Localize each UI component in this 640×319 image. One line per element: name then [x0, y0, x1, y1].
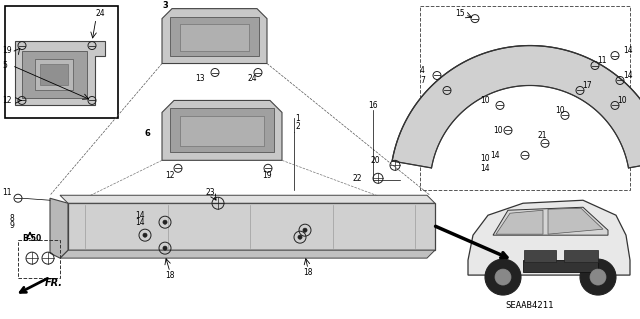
Text: 11: 11 [597, 56, 607, 65]
Text: 8: 8 [10, 214, 15, 223]
Text: 14: 14 [135, 211, 145, 220]
Text: 14: 14 [623, 46, 632, 55]
Text: 12: 12 [165, 171, 175, 180]
Bar [170, 108, 274, 152]
Text: 16: 16 [368, 101, 378, 110]
Text: 18: 18 [303, 268, 312, 277]
Bar [524, 250, 556, 262]
Text: 24: 24 [248, 74, 258, 83]
Text: 14: 14 [623, 71, 632, 80]
Bar [22, 50, 87, 99]
Text: 4: 4 [420, 66, 425, 75]
Bar [18, 240, 60, 278]
Polygon shape [60, 250, 435, 258]
Polygon shape [60, 195, 435, 203]
Polygon shape [493, 207, 608, 235]
Text: 3: 3 [162, 1, 168, 10]
Circle shape [485, 259, 521, 295]
Bar [523, 260, 598, 272]
Bar [35, 58, 73, 91]
Polygon shape [548, 208, 603, 234]
Text: 10: 10 [481, 154, 490, 163]
Text: 14: 14 [135, 218, 145, 227]
Polygon shape [496, 210, 543, 234]
Text: 24: 24 [95, 9, 104, 18]
Text: 1: 1 [295, 114, 300, 123]
Circle shape [163, 220, 167, 224]
Bar [5, 6, 118, 118]
Text: 19: 19 [2, 46, 12, 55]
Text: 14: 14 [481, 164, 490, 173]
Bar [170, 17, 259, 56]
Bar [40, 63, 68, 85]
Polygon shape [392, 46, 640, 168]
Circle shape [143, 233, 147, 237]
Polygon shape [468, 200, 630, 275]
Text: 10: 10 [493, 126, 503, 135]
Polygon shape [15, 41, 105, 106]
Polygon shape [50, 198, 68, 258]
Text: FR.: FR. [45, 278, 63, 288]
Circle shape [163, 246, 167, 250]
Text: 10: 10 [555, 106, 564, 115]
Text: 9: 9 [10, 221, 15, 230]
Text: 20: 20 [371, 156, 380, 165]
Text: 18: 18 [165, 271, 175, 279]
Circle shape [298, 235, 302, 239]
Polygon shape [162, 9, 267, 63]
Text: 5: 5 [2, 61, 7, 70]
Text: SEAAB4211: SEAAB4211 [506, 301, 554, 310]
Text: 14: 14 [490, 151, 500, 160]
Circle shape [580, 259, 616, 295]
Text: 2: 2 [295, 122, 300, 131]
Circle shape [303, 228, 307, 232]
Text: 6: 6 [144, 129, 150, 138]
Text: 10: 10 [481, 96, 490, 105]
Text: 17: 17 [582, 81, 591, 90]
Circle shape [495, 269, 511, 285]
Text: 22: 22 [353, 174, 362, 183]
Text: 19: 19 [262, 171, 271, 180]
Text: B-50: B-50 [22, 234, 41, 243]
Bar [180, 24, 249, 50]
Text: 7: 7 [420, 76, 425, 85]
Text: 15: 15 [455, 9, 465, 18]
Text: 23: 23 [205, 188, 214, 197]
Text: 12: 12 [2, 96, 12, 105]
Polygon shape [162, 100, 282, 160]
Bar [180, 116, 264, 146]
Polygon shape [68, 203, 435, 250]
Text: 10: 10 [617, 96, 627, 105]
Circle shape [590, 269, 606, 285]
Bar [420, 6, 630, 190]
Bar [564, 250, 598, 262]
Text: 21: 21 [538, 131, 547, 140]
Text: 11: 11 [2, 188, 12, 197]
Text: 13: 13 [195, 74, 205, 83]
